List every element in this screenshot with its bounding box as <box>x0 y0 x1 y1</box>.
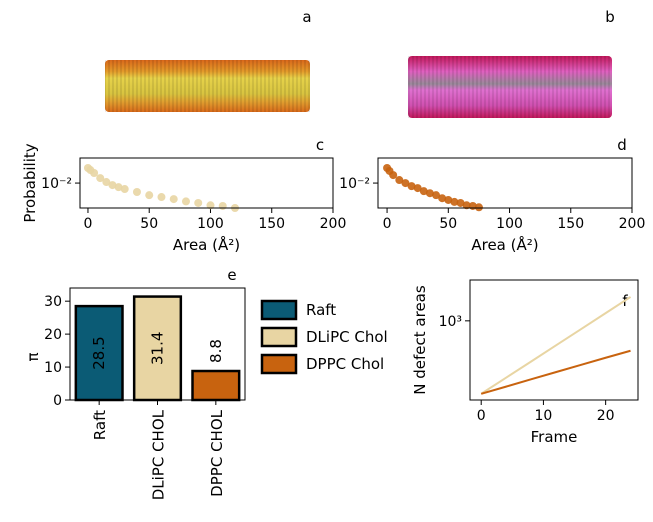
point <box>170 195 178 203</box>
x-tick-label: 20 <box>597 408 615 424</box>
line <box>481 297 630 394</box>
point <box>145 191 153 199</box>
y-tick-label: 10³ <box>439 314 462 330</box>
x-tick-label: 150 <box>557 216 584 232</box>
x-tick-label: 0 <box>477 408 486 424</box>
legend-label: DPPC Chol <box>306 355 384 373</box>
legend-label: Raft <box>306 301 336 319</box>
axes-frame <box>80 158 333 208</box>
x-tick-label: 100 <box>197 216 224 232</box>
point <box>475 203 483 211</box>
x-tick-label: 0 <box>84 216 93 232</box>
y-axis-label: N defect areas <box>411 285 429 395</box>
membrane-image-b <box>408 56 612 118</box>
x-axis-label: Area (Å²) <box>471 235 538 254</box>
membrane-image-a <box>105 60 310 112</box>
panel-label: a <box>302 8 311 26</box>
x-axis-label: Area (Å²) <box>173 235 240 254</box>
legend-label: DLiPC Chol <box>306 328 388 346</box>
panel-label: c <box>316 136 324 154</box>
value-label: 8.8 <box>207 339 225 363</box>
legend-swatch <box>262 355 296 373</box>
value-label: 31.4 <box>149 332 167 365</box>
x-tick-label: 50 <box>140 216 158 232</box>
panel-label: b <box>605 8 615 26</box>
point <box>194 199 202 207</box>
point <box>219 202 227 210</box>
y-tick-label: 10⁻² <box>41 176 72 192</box>
figure: a b c10⁻²050100150200Area (Å²)Probabilit… <box>0 0 653 518</box>
point <box>182 197 190 205</box>
y-tick-label: 0 <box>53 393 62 409</box>
y-tick-label: 30 <box>44 294 62 310</box>
axes-frame <box>378 158 632 208</box>
axes-frame <box>470 280 638 400</box>
y-tick-label: 20 <box>44 327 62 343</box>
line <box>481 351 630 394</box>
point <box>121 185 129 193</box>
x-tick-label: 0 <box>383 216 392 232</box>
legend-swatch <box>262 328 296 346</box>
x-tick-label: 10 <box>535 408 553 424</box>
x-tick-label: 50 <box>439 216 457 232</box>
y-axis-label: Probability <box>21 143 39 222</box>
y-tick-label: 10⁻² <box>339 176 370 192</box>
panel-label: e <box>227 266 236 284</box>
y-axis-label: π <box>24 352 42 361</box>
value-label: 28.5 <box>90 336 108 369</box>
x-tick-label: DLiPC CHOL <box>150 409 168 500</box>
x-axis-label: Frame <box>531 428 578 446</box>
x-tick-label: 100 <box>496 216 523 232</box>
x-tick-label: 150 <box>258 216 285 232</box>
bar <box>193 371 240 400</box>
panel-label: d <box>617 136 627 154</box>
y-tick-label: 10 <box>44 360 62 376</box>
x-tick-label: Raft <box>91 410 109 440</box>
x-tick-label: DPPC CHOL <box>208 409 226 496</box>
point <box>90 169 98 177</box>
point <box>157 193 165 201</box>
legend-swatch <box>262 301 296 319</box>
x-tick-label: 200 <box>320 216 347 232</box>
point <box>133 188 141 196</box>
x-tick-label: 200 <box>619 216 646 232</box>
